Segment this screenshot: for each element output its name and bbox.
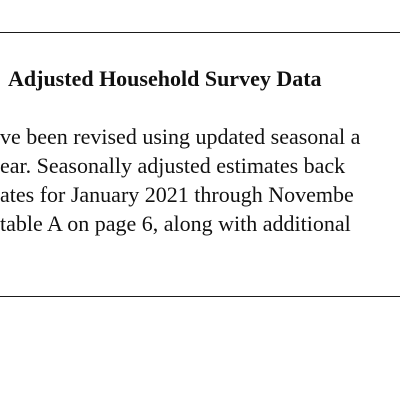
paragraph-line: table A on page 6, along with additional	[0, 211, 351, 236]
bottom-divider	[0, 296, 400, 297]
top-divider	[0, 32, 400, 33]
paragraph-line: ates for January 2021 through Novembe	[0, 182, 354, 207]
paragraph-line: ear. Seasonally adjusted estimates back	[0, 153, 346, 178]
section-heading: Adjusted Household Survey Data	[8, 66, 322, 91]
paragraph-line: ve been revised using updated seasonal a	[0, 124, 361, 149]
